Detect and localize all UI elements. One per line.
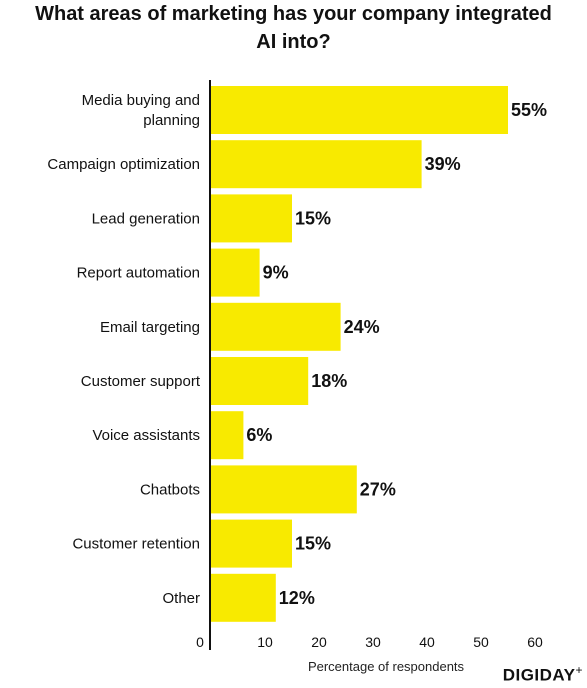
category-label-0-line-1: planning xyxy=(143,112,200,129)
value-label-2: 15% xyxy=(295,208,331,228)
category-label-9: Other xyxy=(162,590,200,607)
chart-title: What areas of marketing has your company… xyxy=(0,0,587,56)
bar-3 xyxy=(211,248,260,297)
bar-5 xyxy=(211,357,309,405)
chart-title-line-1: What areas of marketing has your company… xyxy=(35,3,552,25)
category-label-6: Voice assistants xyxy=(92,427,200,444)
x-tick-label-6: 60 xyxy=(527,634,543,650)
value-label-6: 6% xyxy=(246,425,272,445)
bar-1 xyxy=(211,140,422,189)
value-label-7: 27% xyxy=(360,479,396,499)
value-label-8: 15% xyxy=(295,534,331,554)
value-label-3: 9% xyxy=(263,263,289,283)
category-label-1: Campaign optimization xyxy=(47,156,200,173)
category-label-0-line-0: Media buying and xyxy=(82,92,200,109)
category-label-8: Customer retention xyxy=(72,536,200,553)
value-label-1: 39% xyxy=(425,154,461,174)
brand-plus-mark: + xyxy=(575,663,583,678)
bar-6 xyxy=(211,411,244,460)
category-label-4: Email targeting xyxy=(100,319,200,336)
bar-0 xyxy=(211,86,508,134)
bar-4 xyxy=(211,302,341,351)
category-label-2: Lead generation xyxy=(92,210,200,227)
value-label-4: 24% xyxy=(344,317,380,337)
x-tick-label-4: 40 xyxy=(419,634,435,650)
x-tick-label-1: 10 xyxy=(257,634,273,650)
value-label-9: 12% xyxy=(279,588,315,608)
digiday-logo: DIGIDAY+ xyxy=(503,663,583,686)
bar-8 xyxy=(211,519,292,568)
x-axis-label: Percentage of respondents xyxy=(308,659,465,674)
category-label-7: Chatbots xyxy=(140,481,200,498)
bar-7 xyxy=(211,465,357,514)
value-label-0: 55% xyxy=(511,100,547,120)
x-tick-label-5: 50 xyxy=(473,634,489,650)
x-tick-label-0: 0 xyxy=(196,634,204,650)
category-label-3: Report automation xyxy=(77,265,200,282)
brand-name: DIGIDAY xyxy=(502,666,576,685)
bar-9 xyxy=(211,573,276,622)
chart-title-line-2: AI into? xyxy=(256,31,331,53)
value-label-5: 18% xyxy=(311,371,347,391)
bar-2 xyxy=(211,194,292,243)
category-label-5: Customer support xyxy=(81,373,201,390)
x-tick-label-3: 30 xyxy=(365,634,381,650)
x-tick-label-2: 20 xyxy=(311,634,327,650)
